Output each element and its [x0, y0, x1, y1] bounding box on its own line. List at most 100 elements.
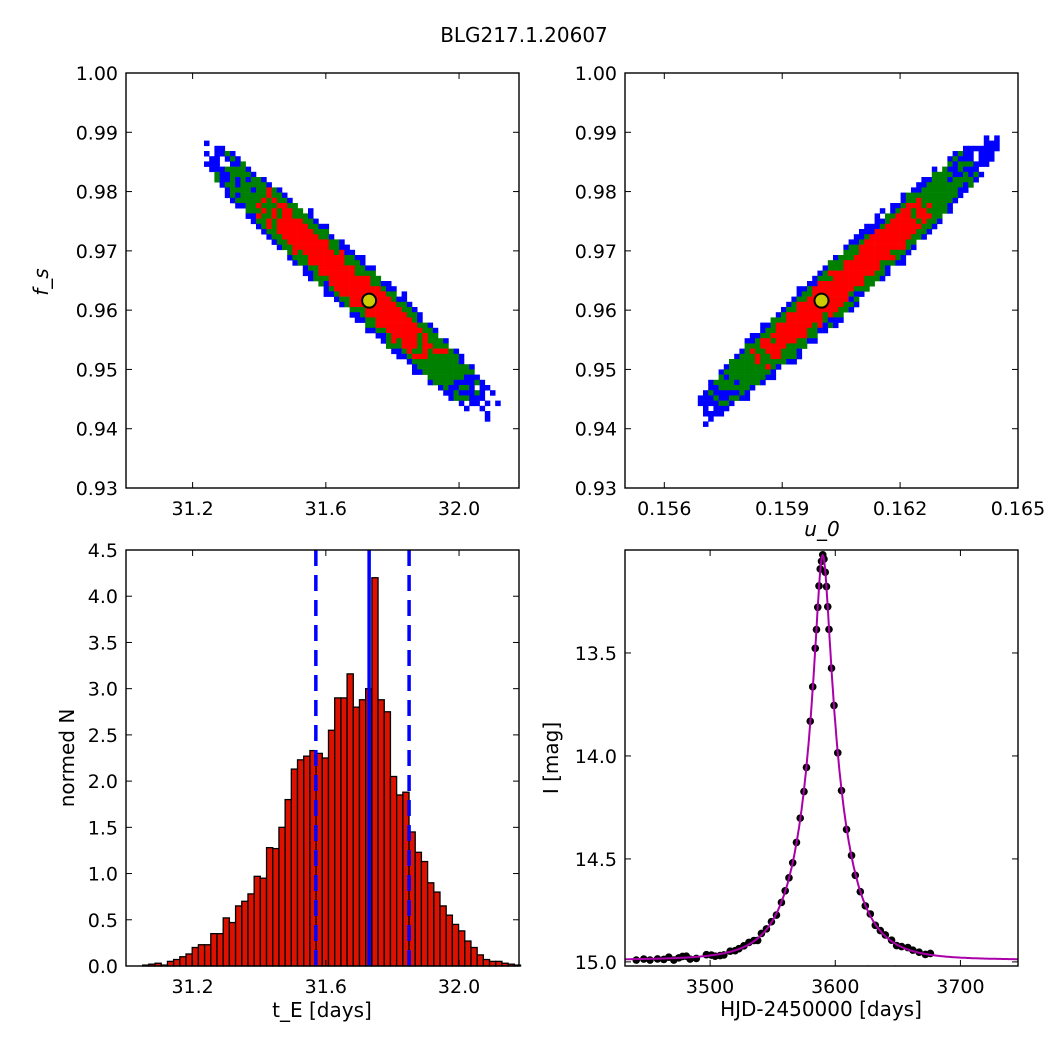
cell-2sigma [318, 234, 324, 240]
cell-2sigma [895, 255, 901, 261]
cell-2sigma [963, 161, 969, 167]
cell-2sigma [838, 260, 844, 266]
cell-2sigma [318, 229, 324, 235]
cell-2sigma [713, 395, 719, 401]
cell-2sigma [968, 182, 974, 188]
cell-2sigma [427, 374, 434, 381]
cell-2sigma [417, 322, 423, 329]
cell-3sigma [817, 270, 823, 277]
histogram-bar [185, 953, 193, 967]
cell-3sigma [957, 187, 964, 193]
cell-2sigma [297, 213, 304, 219]
cell-3sigma [796, 286, 803, 292]
cell-1sigma [807, 307, 813, 313]
histogram-bar [228, 921, 237, 967]
cell-3sigma [916, 187, 922, 193]
cell-2sigma [770, 359, 777, 365]
cell-2sigma [365, 317, 371, 323]
cell-3sigma [853, 301, 860, 308]
cell-3sigma [786, 359, 792, 365]
cell-1sigma [365, 286, 371, 292]
cell-2sigma [292, 203, 298, 209]
cell-2sigma [885, 213, 891, 219]
cell-2sigma [448, 379, 454, 386]
cell-3sigma [474, 400, 480, 407]
cell-1sigma [282, 208, 288, 214]
cell-2sigma [822, 275, 829, 282]
cell-3sigma [931, 166, 938, 173]
cell-2sigma [230, 177, 236, 183]
cell-2sigma [937, 197, 943, 204]
cell-3sigma [209, 166, 215, 173]
cell-2sigma [464, 385, 470, 391]
cell-1sigma [864, 260, 870, 266]
histogram-bar [389, 775, 398, 967]
cell-3sigma [926, 177, 933, 183]
cell-2sigma [807, 286, 813, 292]
cell-1sigma [775, 327, 782, 334]
cell-3sigma [718, 395, 725, 401]
cell-2sigma [370, 317, 376, 323]
cell-1sigma [380, 291, 387, 297]
cell-2sigma [874, 275, 881, 282]
cell-3sigma [708, 400, 714, 407]
cell-2sigma [734, 364, 740, 370]
cell-2sigma [344, 260, 350, 266]
cell-2sigma [749, 359, 756, 365]
cell-1sigma [890, 229, 896, 235]
cell-3sigma [963, 145, 969, 152]
cell-2sigma [396, 343, 402, 349]
y-tick-label: 0.98 [76, 182, 118, 204]
cell-2sigma [344, 255, 350, 261]
cell-1sigma [386, 327, 392, 334]
cell-1sigma [380, 317, 387, 323]
cell-1sigma [328, 265, 335, 271]
cell-2sigma [963, 177, 969, 183]
cell-2sigma [370, 281, 376, 287]
cell-2sigma [900, 249, 907, 256]
cell-2sigma [931, 203, 938, 209]
ylabel-fs: f_s [29, 268, 53, 295]
cell-1sigma [334, 286, 340, 292]
cell-3sigma [349, 312, 356, 318]
cell-2sigma [401, 348, 408, 355]
cell-3sigma [401, 291, 408, 297]
cell-3sigma [464, 379, 470, 386]
cell-1sigma [838, 301, 844, 308]
cell-2sigma [261, 213, 267, 219]
cell-1sigma [406, 348, 413, 355]
cell-1sigma [843, 270, 849, 277]
cell-1sigma [334, 265, 340, 271]
cell-2sigma [271, 192, 278, 199]
cell-2sigma [328, 239, 335, 245]
cell-2sigma [833, 260, 839, 266]
cell-3sigma [375, 333, 382, 339]
cell-3sigma [905, 249, 912, 256]
cell-2sigma [266, 203, 272, 209]
cell-2sigma [391, 296, 397, 303]
cell-1sigma [853, 281, 860, 287]
cell-1sigma [864, 244, 870, 251]
cell-3sigma [703, 411, 709, 417]
cell-1sigma [879, 234, 886, 240]
cell-1sigma [318, 255, 324, 261]
cell-2sigma [375, 281, 382, 287]
cell-1sigma [843, 286, 849, 292]
cell-3sigma [874, 213, 881, 219]
cell-3sigma [978, 161, 985, 167]
cell-2sigma [755, 374, 761, 381]
y-tick-label: 0.96 [575, 300, 617, 322]
cell-3sigma [224, 187, 231, 193]
cell-3sigma [219, 171, 226, 178]
cell-3sigma [994, 140, 1000, 147]
cell-3sigma [838, 317, 844, 323]
cell-2sigma [885, 260, 891, 266]
cell-2sigma [276, 192, 283, 199]
cell-2sigma [770, 322, 777, 329]
cell-1sigma [339, 275, 345, 282]
cell-2sigma [755, 338, 761, 344]
cell-1sigma [297, 223, 304, 230]
cell-3sigma [323, 281, 330, 287]
cell-2sigma [781, 348, 787, 355]
cell-3sigma [256, 223, 262, 230]
